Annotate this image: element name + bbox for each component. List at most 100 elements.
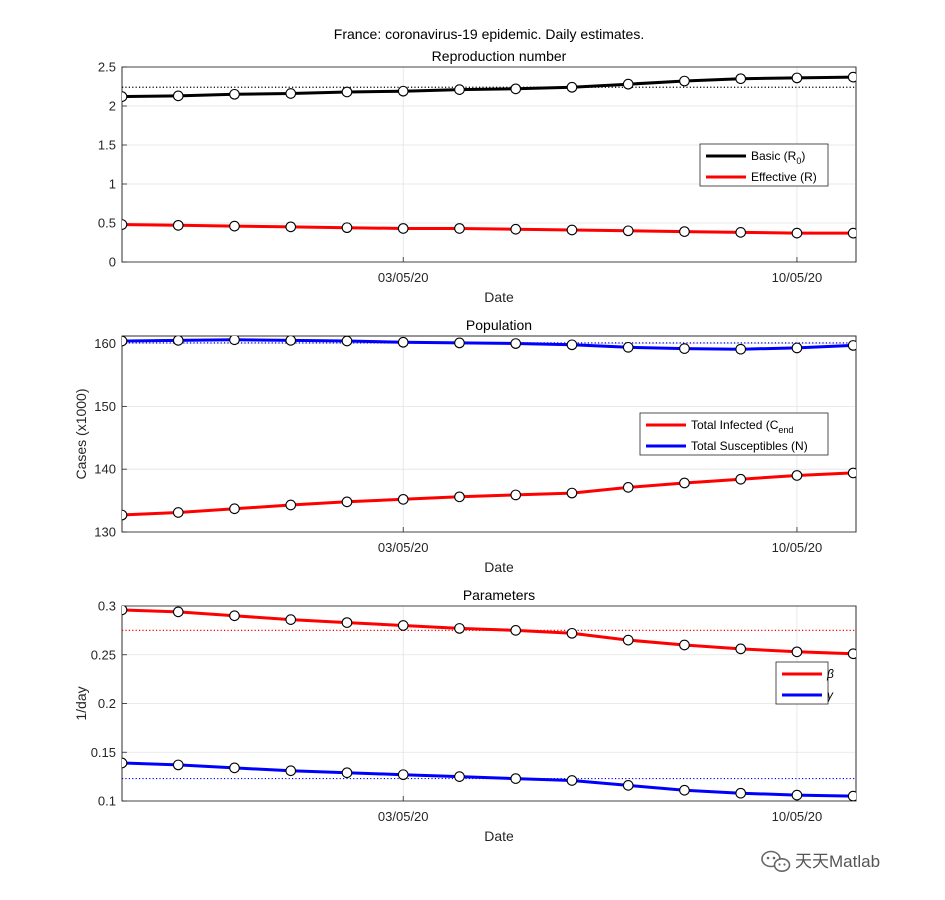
- data-point: [285, 221, 297, 233]
- legend-entry: β: [826, 667, 834, 681]
- data-point: [285, 614, 297, 626]
- data-point: [679, 226, 690, 237]
- y-tick-label: 0.25: [91, 647, 116, 662]
- data-point: [397, 85, 409, 97]
- data-point: [341, 496, 353, 508]
- data-point: [735, 473, 747, 485]
- data-point: [285, 765, 297, 777]
- wechat-icon: [761, 850, 791, 872]
- series-1: [122, 71, 856, 102]
- data-point: [566, 627, 578, 639]
- legend-entry: γ: [827, 688, 834, 702]
- y-tick-label: 130: [94, 525, 116, 540]
- data-point: [285, 499, 297, 511]
- chart-title: Population: [466, 317, 532, 333]
- chart-title: Parameters: [463, 587, 535, 603]
- y-tick-label: 0.3: [98, 599, 116, 614]
- series-2: [122, 336, 856, 355]
- series-1: [122, 467, 856, 521]
- data-point: [847, 340, 856, 351]
- data-point: [679, 639, 690, 651]
- data-point: [229, 88, 240, 100]
- data-point: [622, 78, 634, 90]
- data-point: [122, 606, 128, 616]
- data-point: [397, 620, 409, 631]
- data-point: [791, 227, 803, 239]
- data-point: [172, 219, 184, 231]
- data-point: [341, 86, 353, 98]
- x-axis-label: Date: [484, 289, 514, 305]
- data-point: [454, 223, 465, 234]
- chart-1: 0 0.5 1 1.5 2 2.5 03/05/20 10/05/20 Reproduction…: [98, 48, 857, 305]
- x-tick-label: 10/05/20: [772, 270, 823, 285]
- legend-entry: Effective (R): [751, 170, 817, 184]
- data-point: [735, 787, 747, 799]
- series-line: [122, 608, 854, 656]
- chart-2: 130 140 150 160 03/05/20 10/05/20 Population Da…: [73, 317, 857, 575]
- data-point: [122, 91, 128, 102]
- chart-title: Reproduction number: [432, 48, 567, 64]
- y-tick-label: 2: [109, 99, 116, 114]
- data-point: [735, 73, 747, 85]
- data-point: [341, 222, 353, 234]
- data-point: [341, 617, 353, 628]
- legend: Basic (R0) Effective (R): [699, 143, 829, 187]
- data-point: [622, 482, 634, 493]
- data-point: [397, 336, 409, 348]
- y-tick-label: 0.5: [98, 216, 116, 231]
- data-point: [566, 224, 578, 236]
- data-point: [566, 775, 578, 786]
- data-point: [172, 90, 184, 102]
- data-point: [791, 72, 803, 84]
- data-point: [172, 336, 184, 346]
- data-point: [229, 610, 240, 622]
- data-point: [622, 634, 634, 646]
- data-point: [229, 503, 240, 515]
- data-point: [510, 83, 522, 95]
- legend: Total Infected (Cend Total Susceptibles (…: [639, 412, 829, 456]
- x-axis-label: Date: [484, 828, 514, 844]
- data-point: [510, 773, 522, 784]
- data-point: [229, 336, 240, 346]
- series-line: [122, 471, 854, 517]
- x-tick-label: 10/05/20: [772, 540, 823, 555]
- data-point: [566, 487, 578, 499]
- y-tick-label: 0: [109, 255, 116, 270]
- data-point: [791, 342, 803, 354]
- data-point: [679, 477, 690, 489]
- data-point: [172, 606, 184, 618]
- data-point: [510, 489, 522, 501]
- axes-box: [121, 605, 857, 802]
- data-point: [122, 509, 128, 521]
- data-point: [679, 784, 690, 796]
- data-point: [122, 757, 128, 769]
- data-point: [735, 227, 747, 238]
- series-line: [122, 761, 854, 798]
- data-point: [679, 75, 690, 87]
- y-axis-label: 1/day: [73, 686, 89, 720]
- series-2: [122, 757, 856, 801]
- series-line: [122, 338, 854, 351]
- data-point: [285, 88, 297, 99]
- data-point: [735, 343, 747, 355]
- chart-3: 0.1 0.15 0.2 0.25 0.3 03/05/20 10/05/20 Paramet…: [73, 587, 857, 844]
- data-point: [566, 81, 578, 93]
- data-point: [454, 491, 465, 503]
- legend-entry: Total Susceptibles (N): [691, 439, 808, 453]
- data-point: [229, 220, 240, 232]
- data-point: [341, 336, 353, 347]
- y-axis-label: Cases (x1000): [73, 388, 89, 479]
- y-tick-label: 1.5: [98, 138, 116, 153]
- data-point: [847, 227, 856, 239]
- data-point: [510, 625, 522, 636]
- y-tick-label: 0.1: [98, 794, 116, 809]
- data-point: [510, 338, 522, 349]
- data-point: [622, 341, 634, 353]
- data-point: [172, 507, 184, 518]
- data-point: [454, 84, 465, 95]
- data-point: [397, 769, 409, 781]
- x-tick-label: 03/05/20: [378, 540, 429, 555]
- data-point: [229, 762, 240, 774]
- x-tick-label: 10/05/20: [772, 809, 823, 824]
- axes-box: [121, 66, 857, 263]
